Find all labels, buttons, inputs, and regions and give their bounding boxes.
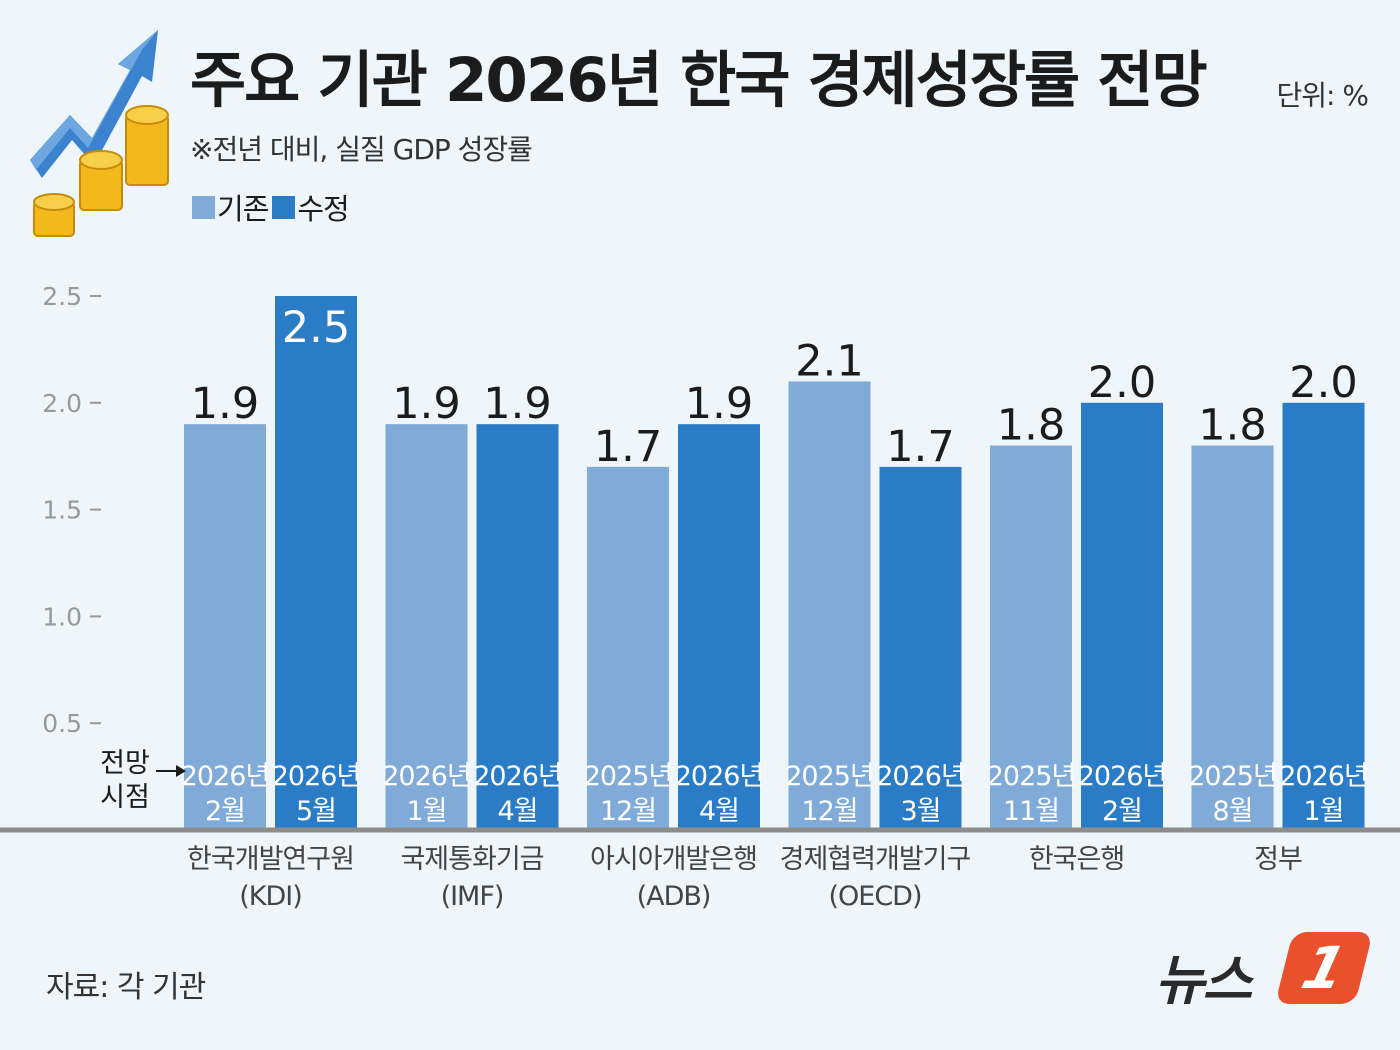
category-label: 아시아개발은행 xyxy=(590,844,757,875)
forecast-period-year: 2026년 xyxy=(473,761,562,792)
forecast-period-year: 2025년 xyxy=(785,761,874,792)
data-label-prior: 1.7 xyxy=(594,422,662,472)
forecast-period-month: 8월 xyxy=(1212,796,1252,827)
y-tick-label: 1.5 xyxy=(42,496,82,525)
data-label-revised: 2.0 xyxy=(1289,358,1357,408)
data-label-revised: 2.5 xyxy=(282,303,350,353)
forecast-period-year: 2026년 xyxy=(876,761,965,792)
y-tick-label: 2.5 xyxy=(42,282,82,311)
chart-title: 주요 기관 2026년 한국 경제성장률 전망 xyxy=(190,45,1208,116)
legend-label-prior: 기존 xyxy=(217,192,269,226)
category-label: (ADB) xyxy=(637,881,711,912)
forecast-period-month: 4월 xyxy=(699,796,739,827)
brand-mark-digit: 1 xyxy=(1295,934,1353,1002)
bar-prior xyxy=(587,466,669,830)
bars: 1.9 2026년 2월 2.5 2026년 5월 1.9 2026년 1월 1.9 2026년 4월… xyxy=(181,296,1369,830)
forecast-period-year: 2026년 xyxy=(1279,761,1368,792)
bar-prior xyxy=(184,424,266,830)
chart-subtitle: ※전년 대비, 실질 GDP 성장률 xyxy=(190,133,533,166)
category-label: 국제통화기금 xyxy=(400,844,543,875)
forecast-period-year: 2025년 xyxy=(1188,761,1277,792)
category-label: (IMF) xyxy=(441,881,504,912)
forecast-period-month: 11월 xyxy=(1003,796,1059,827)
forecast-period-month: 4월 xyxy=(497,796,537,827)
data-label-revised: 2.0 xyxy=(1088,358,1156,408)
bar-revised xyxy=(1282,402,1365,830)
legend-item-prior: 기존 xyxy=(192,186,269,228)
bar-prior xyxy=(788,381,871,830)
forecast-period-year: 2026년 xyxy=(181,761,270,792)
bar-revised xyxy=(275,296,357,830)
forecast-period-month: 3월 xyxy=(900,796,940,827)
brand-logo: 뉴스 1 xyxy=(1155,928,1373,1012)
data-label-prior: 1.9 xyxy=(392,379,460,429)
y-tick-label: 1.0 xyxy=(42,602,82,631)
bar-revised xyxy=(476,424,559,830)
bar-revised xyxy=(879,466,962,830)
bar-revised xyxy=(678,424,760,830)
brand-name: 뉴스 xyxy=(1155,949,1252,1012)
y-axis: 2.5 2.0 1.5 1.0 0.5 xyxy=(42,282,101,738)
forecast-period-month: 1월 xyxy=(1303,796,1343,827)
forecast-period-month: 12월 xyxy=(801,796,857,827)
bar-prior xyxy=(990,445,1072,830)
data-label-revised: 1.9 xyxy=(685,379,753,429)
category-labels: 한국개발연구원 (KDI) 국제통화기금 (IMF) 아시아개발은행 (ADB) 경제협력개… xyxy=(187,844,1303,912)
source-note: 자료: 각 기관 xyxy=(46,970,206,1005)
category-label: 한국은행 xyxy=(1029,844,1124,875)
bar-prior xyxy=(1191,445,1274,830)
data-label-revised: 1.7 xyxy=(886,422,954,472)
point-label-line: 시점 xyxy=(100,782,150,813)
forecast-period-month: 5월 xyxy=(296,796,336,827)
y-tick-label: 0.5 xyxy=(42,709,82,738)
category-label: 경제협력개발기구 xyxy=(780,844,971,875)
forecast-period-year: 2025년 xyxy=(987,761,1076,792)
category-label: 한국개발연구원 xyxy=(187,844,354,875)
growth-arrow-coins-icon xyxy=(30,30,169,237)
category-label: (OECD) xyxy=(828,881,921,912)
forecast-period-year: 2025년 xyxy=(584,761,673,792)
data-label-revised: 1.9 xyxy=(483,379,551,429)
data-label-prior: 1.8 xyxy=(1198,401,1266,451)
forecast-period-year: 2026년 xyxy=(1078,761,1167,792)
unit-label: 단위: % xyxy=(1276,79,1369,112)
bar-prior xyxy=(385,424,468,830)
legend-item-revised: 수정 xyxy=(272,186,350,228)
forecast-period-year: 2026년 xyxy=(382,761,471,792)
forecast-period-year: 2026년 xyxy=(272,761,361,792)
legend-swatch-prior xyxy=(192,195,215,219)
category-label: 정부 xyxy=(1254,844,1302,875)
forecast-period-month: 2월 xyxy=(1102,796,1142,827)
forecast-period-month: 2월 xyxy=(205,796,245,827)
point-label-line: 전망 xyxy=(100,748,150,779)
data-label-prior: 1.8 xyxy=(997,401,1065,451)
brand-mark-icon: 1 xyxy=(1275,932,1373,1004)
legend: 기존 수정 xyxy=(192,186,353,228)
forecast-period-month: 1월 xyxy=(406,796,446,827)
data-label-prior: 2.1 xyxy=(795,336,863,386)
data-label-prior: 1.9 xyxy=(191,379,259,429)
y-tick-label: 2.0 xyxy=(42,389,82,418)
pointer-arrow-head-icon xyxy=(176,765,186,777)
forecast-period-year: 2026년 xyxy=(675,761,764,792)
legend-label-revised: 수정 xyxy=(297,192,349,226)
bar-revised xyxy=(1081,402,1163,830)
category-label: (KDI) xyxy=(239,881,302,912)
legend-swatch-revised xyxy=(272,195,296,219)
forecast-period-month: 12월 xyxy=(600,796,656,827)
